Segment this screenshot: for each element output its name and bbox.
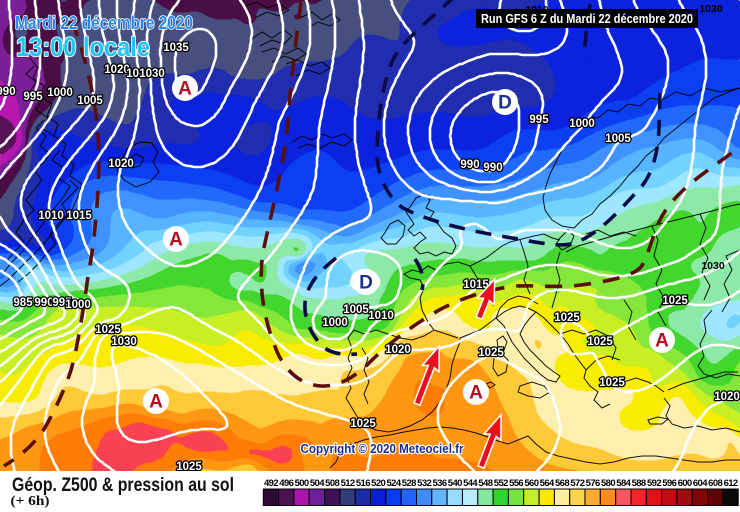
svg-text:1015: 1015: [463, 279, 489, 291]
svg-text:528: 528: [402, 478, 416, 489]
svg-text:1035: 1035: [163, 42, 189, 54]
svg-text:995: 995: [23, 91, 43, 103]
svg-text:985: 985: [13, 297, 33, 309]
svg-text:1005: 1005: [77, 95, 103, 107]
svg-text:1025: 1025: [587, 336, 613, 348]
svg-text:1000: 1000: [65, 299, 91, 311]
svg-text:A: A: [178, 79, 192, 100]
svg-text:588: 588: [632, 478, 646, 489]
svg-text:D: D: [498, 93, 512, 114]
svg-text:516: 516: [356, 478, 370, 489]
svg-text:13:00 locale: 13:00 locale: [16, 32, 150, 62]
svg-text:512: 512: [341, 478, 355, 489]
svg-text:580: 580: [601, 478, 615, 489]
svg-text:(+ 6h): (+ 6h): [11, 494, 50, 509]
svg-text:1020: 1020: [108, 158, 134, 170]
svg-text:500: 500: [295, 478, 309, 489]
svg-text:1030: 1030: [111, 336, 137, 348]
svg-text:524: 524: [386, 478, 401, 489]
svg-text:990: 990: [483, 162, 502, 174]
svg-text:1025: 1025: [554, 312, 580, 324]
svg-text:1010: 1010: [38, 210, 64, 222]
svg-text:990: 990: [460, 159, 479, 171]
svg-text:540: 540: [448, 478, 462, 489]
svg-text:584: 584: [616, 478, 631, 489]
svg-text:1000: 1000: [47, 87, 73, 99]
svg-text:1025: 1025: [599, 377, 625, 389]
svg-text:1030: 1030: [701, 260, 725, 272]
svg-text:A: A: [469, 383, 483, 404]
svg-text:608: 608: [708, 478, 722, 489]
svg-text:1025: 1025: [478, 347, 504, 359]
svg-text:532: 532: [417, 478, 431, 489]
svg-text:604: 604: [693, 478, 708, 489]
svg-text:612: 612: [724, 478, 738, 489]
svg-text:Copyright © 2020 Meteociel.fr: Copyright © 2020 Meteociel.fr: [301, 441, 464, 456]
svg-text:990: 990: [0, 86, 16, 98]
svg-text:1020: 1020: [714, 391, 740, 403]
svg-text:1010: 1010: [368, 310, 394, 322]
svg-text:995: 995: [52, 297, 72, 309]
svg-text:1000: 1000: [569, 118, 595, 130]
svg-text:1005: 1005: [343, 304, 369, 316]
svg-text:520: 520: [371, 478, 385, 489]
svg-text:A: A: [169, 230, 183, 251]
svg-text:552: 552: [494, 478, 508, 489]
svg-text:1010: 1010: [126, 68, 152, 80]
svg-text:1020: 1020: [104, 64, 130, 76]
svg-text:Run GFS 6 Z du Mardi 22 décemb: Run GFS 6 Z du Mardi 22 décembre 2020: [481, 11, 693, 26]
svg-text:A: A: [149, 392, 163, 413]
svg-text:1020: 1020: [385, 344, 411, 356]
svg-text:Géop. Z500 & pression au sol: Géop. Z500 & pression au sol: [12, 475, 234, 496]
svg-text:1000: 1000: [322, 317, 348, 329]
svg-text:508: 508: [325, 478, 339, 489]
svg-text:504: 504: [310, 478, 325, 489]
svg-text:1025: 1025: [662, 295, 688, 307]
svg-text:A: A: [655, 331, 669, 352]
svg-text:1005: 1005: [605, 133, 631, 145]
svg-text:990: 990: [34, 297, 53, 309]
svg-text:492: 492: [264, 478, 278, 489]
svg-text:1025: 1025: [350, 418, 376, 430]
svg-text:564: 564: [540, 478, 555, 489]
svg-text:576: 576: [586, 478, 600, 489]
svg-text:536: 536: [432, 478, 446, 489]
svg-text:592: 592: [647, 478, 661, 489]
svg-text:544: 544: [463, 478, 478, 489]
svg-text:1030: 1030: [699, 3, 723, 15]
svg-text:556: 556: [509, 478, 523, 489]
svg-text:560: 560: [524, 478, 538, 489]
svg-text:Mardi 22 décembre 2020: Mardi 22 décembre 2020: [15, 13, 193, 33]
svg-text:995: 995: [529, 114, 549, 126]
svg-text:600: 600: [678, 478, 692, 489]
svg-text:596: 596: [662, 478, 676, 489]
svg-text:496: 496: [279, 478, 293, 489]
svg-text:1015: 1015: [66, 210, 92, 222]
svg-text:548: 548: [478, 478, 492, 489]
svg-text:568: 568: [555, 478, 569, 489]
svg-text:D: D: [359, 273, 373, 294]
svg-text:1030: 1030: [139, 68, 165, 80]
svg-text:1025: 1025: [95, 324, 121, 336]
svg-text:1025: 1025: [176, 461, 202, 473]
svg-text:572: 572: [570, 478, 584, 489]
